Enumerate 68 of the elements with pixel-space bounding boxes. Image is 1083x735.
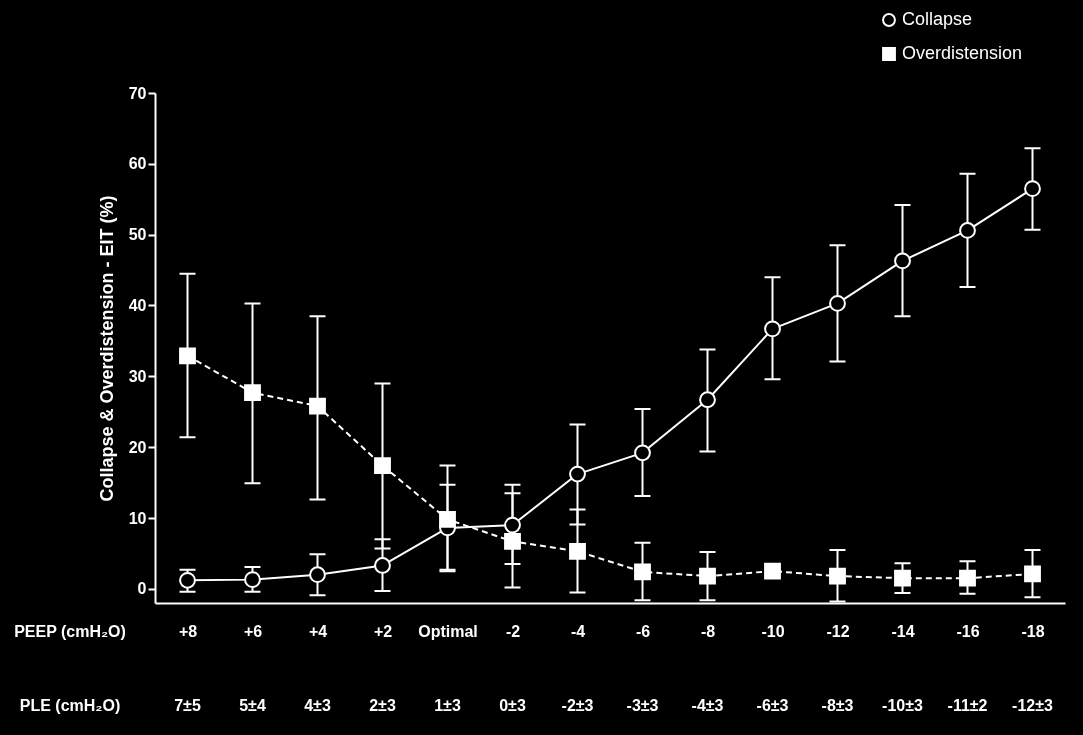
text: -2±3 xyxy=(561,697,594,714)
x-tick-label: -16 xyxy=(956,622,980,640)
point xyxy=(179,347,196,365)
point xyxy=(504,532,521,550)
x-tick-label: -14 xyxy=(891,622,915,640)
point xyxy=(1024,565,1041,583)
point xyxy=(764,320,781,338)
point xyxy=(634,444,651,462)
text: PLE (cmH₂O) xyxy=(19,697,121,714)
point xyxy=(244,384,261,402)
y-tick-label: 10 xyxy=(128,509,147,527)
x-tick-label: +6 xyxy=(243,622,263,640)
legend-label: Collapse xyxy=(902,9,973,29)
point xyxy=(959,222,976,239)
x-tick-label: -10 xyxy=(761,622,785,640)
y-axis-title: Collapse & Overdistension - EIT (%) xyxy=(96,195,117,502)
point xyxy=(959,569,976,587)
x-tick-label: -6 xyxy=(635,622,651,640)
legend-label: Overdistension xyxy=(902,43,1023,63)
point xyxy=(1024,180,1041,198)
y-tick-label: 0 xyxy=(137,580,147,598)
text: 2±3 xyxy=(369,697,396,714)
point xyxy=(179,571,196,589)
point xyxy=(699,391,716,409)
text: 7±5 xyxy=(174,697,201,714)
point xyxy=(634,563,651,581)
x-tick-label: -8 xyxy=(700,622,716,640)
point xyxy=(764,562,781,580)
text: -8±3 xyxy=(821,697,854,714)
point xyxy=(569,465,586,483)
x-tick-label: -12 xyxy=(826,622,850,640)
y-tick-label: 50 xyxy=(128,226,147,244)
point xyxy=(374,457,391,474)
y-tick-label: 20 xyxy=(128,438,147,456)
point xyxy=(829,567,846,585)
x-tick-label: +4 xyxy=(308,622,328,640)
text: 4±3 xyxy=(304,697,331,714)
text: 1±3 xyxy=(434,697,461,714)
x-tick-label: -18 xyxy=(1021,622,1045,640)
point xyxy=(699,567,716,585)
x-axis-title: PEEP (cmH₂O) xyxy=(14,623,126,640)
point xyxy=(374,557,391,574)
text: -10±3 xyxy=(882,697,923,714)
text: -6±3 xyxy=(756,697,789,714)
y-tick-label: 40 xyxy=(128,297,147,314)
point xyxy=(829,294,846,312)
point xyxy=(309,566,326,584)
y-tick-label: 60 xyxy=(128,155,147,173)
point xyxy=(439,511,456,528)
point xyxy=(244,571,261,589)
text: -12±3 xyxy=(1012,697,1053,714)
y-tick-label: 70 xyxy=(128,84,147,102)
point xyxy=(894,252,911,270)
x-tick-label: +8 xyxy=(178,622,198,640)
point xyxy=(894,569,911,587)
x-tick-label: Optimal xyxy=(418,622,478,640)
text: 5±4 xyxy=(239,697,266,714)
x-tick-label: -4 xyxy=(570,622,586,640)
point xyxy=(309,397,326,415)
y-tick-label: 30 xyxy=(128,367,147,385)
point xyxy=(569,542,586,560)
x-tick-label: -2 xyxy=(505,622,521,640)
point xyxy=(504,516,521,534)
text: -11±2 xyxy=(947,697,988,714)
text: -4±3 xyxy=(691,697,724,714)
text: -3±3 xyxy=(626,697,659,714)
x-tick-label: +2 xyxy=(373,622,393,640)
text: 0±3 xyxy=(499,697,526,714)
